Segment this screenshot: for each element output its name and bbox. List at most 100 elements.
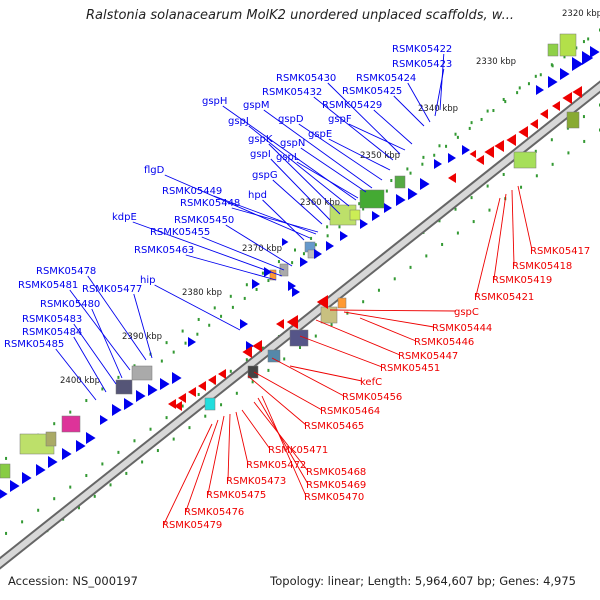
leader-line-RSMK05464 <box>253 371 323 411</box>
forward-gene-arrow-33 <box>62 448 72 460</box>
gene-label-RSMK05417: RSMK05417 <box>530 246 590 257</box>
gene-label-gspJ: gspJ <box>228 116 249 127</box>
tick-dot <box>310 236 313 240</box>
gene-label-RSMK05446: RSMK05446 <box>414 337 474 348</box>
gene-label-RSMK05484: RSMK05484 <box>22 327 82 338</box>
tick-dot <box>133 439 136 443</box>
tick-dot <box>181 404 184 408</box>
gene-box-23 <box>0 463 11 479</box>
reverse-gene-arrow-1 <box>562 92 572 104</box>
forward-gene-arrow-18 <box>300 257 308 267</box>
tick-dot <box>109 483 112 487</box>
tick-dot <box>149 427 152 431</box>
tick-dot <box>85 399 88 403</box>
leader-line-hpd <box>262 199 305 241</box>
tick-dot <box>504 100 507 104</box>
tick-dot <box>125 471 128 475</box>
leader-line-RSMK05456 <box>271 357 345 397</box>
tick-dot <box>77 506 80 510</box>
reverse-gene-arrow-2 <box>552 101 560 111</box>
tick-dot <box>454 132 457 136</box>
tick-label-8: 2400 kbp <box>60 376 100 386</box>
leader-line-RSMK05483 <box>73 323 117 385</box>
reverse-gene-arrow-21 <box>178 393 186 403</box>
gene-box-3 <box>513 151 537 169</box>
tick-dot <box>204 414 207 418</box>
gene-label-RSMK05480: RSMK05480 <box>40 299 100 310</box>
tick-dot <box>314 334 317 338</box>
forward-gene-arrow-26 <box>148 384 158 396</box>
gene-box-2 <box>566 111 580 129</box>
gene-label-RSMK05450: RSMK05450 <box>174 215 234 226</box>
reverse-gene-arrow-5 <box>518 126 528 138</box>
tick-dot <box>197 317 200 321</box>
gene-box-22 <box>45 431 57 447</box>
tick-dot <box>251 380 254 384</box>
reverse-gene-arrow-9 <box>476 155 484 165</box>
gene-label-flgD: flgD <box>144 165 165 176</box>
sequence-backbone <box>0 80 600 570</box>
leader-line-gspH <box>222 105 357 201</box>
leader-line-flgD <box>164 174 311 239</box>
leader-line-RSMK05470 <box>261 395 307 497</box>
tick-dot <box>213 306 216 310</box>
leader-line-RSMK05475 <box>207 415 225 495</box>
leader-line-RSMK05422 <box>439 53 445 111</box>
leader-line-RSMK05423 <box>434 68 445 117</box>
tick-dot <box>267 368 270 372</box>
forward-gene-arrow-20 <box>292 287 300 297</box>
tick-dot <box>527 82 530 86</box>
tick-label-3: 2350 kbp <box>360 151 400 161</box>
gene-label-RSMK05447: RSMK05447 <box>398 351 458 362</box>
leader-line-RSMK05468 <box>253 401 309 472</box>
tick-dot <box>93 494 96 498</box>
forward-gene-arrow-30 <box>100 415 108 425</box>
tick-labels: 2320 kbp 2330 kbp 2340 kbp 2350 kbp 2360 kbp… <box>60 9 600 386</box>
forward-gene-arrow-36 <box>22 472 32 484</box>
leader-line-RSMK05472 <box>235 411 249 465</box>
tick-dot <box>117 450 120 454</box>
tick-dot <box>188 426 191 430</box>
accession-text: Accession: NS_000197 <box>8 574 138 588</box>
leader-line-RSMK05463 <box>185 254 277 281</box>
gene-label-gspL: gspL <box>276 152 300 163</box>
reverse-gene-arrow-20 <box>188 387 196 397</box>
forward-gene-arrow-23 <box>188 337 196 347</box>
gene-label-RSMK05485: RSMK05485 <box>4 339 64 350</box>
leader-line-gspJ <box>248 125 350 207</box>
gene-box-12 <box>320 306 338 324</box>
gene-label-RSMK05456: RSMK05456 <box>342 392 402 403</box>
leader-line-gspG <box>272 179 323 225</box>
tick-dot <box>184 341 187 345</box>
reverse-gene-arrow-4 <box>530 119 538 129</box>
forward-gene-arrow-38 <box>0 489 8 499</box>
tick-dot <box>294 248 296 252</box>
tick-dot <box>156 449 159 453</box>
forward-gene-arrow-5 <box>536 85 544 95</box>
tick-dot <box>165 416 168 420</box>
leader-line-RSMK05469 <box>257 397 309 485</box>
tick-dot <box>101 462 104 466</box>
forward-gene-arrow-40 <box>252 279 260 289</box>
tick-dot <box>472 220 475 224</box>
gene-label-hip: hip <box>140 275 155 286</box>
tick-dot <box>539 73 542 77</box>
gene-label-RSMK05479: RSMK05479 <box>162 520 222 531</box>
tick-label-1: 2330 kbp <box>476 57 516 67</box>
tick-dot <box>172 350 175 354</box>
forward-gene-arrow-41 <box>282 238 289 246</box>
tick-dot <box>550 138 553 142</box>
tick-dot <box>486 184 489 188</box>
tick-dot <box>53 497 56 501</box>
forward-gene-arrow-14 <box>360 219 368 229</box>
tick-dot <box>551 162 554 166</box>
gene-boxes <box>0 33 580 479</box>
forward-gene-arrow-29 <box>112 404 122 416</box>
forward-gene-arrow-1 <box>582 51 594 65</box>
reverse-gene-arrow-16 <box>242 346 252 358</box>
tick-dot <box>534 149 537 153</box>
tick-dot <box>291 261 294 265</box>
gene-label-gspM: gspM <box>243 100 270 111</box>
gene-label-gspH: gspH <box>202 96 227 107</box>
tick-dot <box>492 109 495 113</box>
